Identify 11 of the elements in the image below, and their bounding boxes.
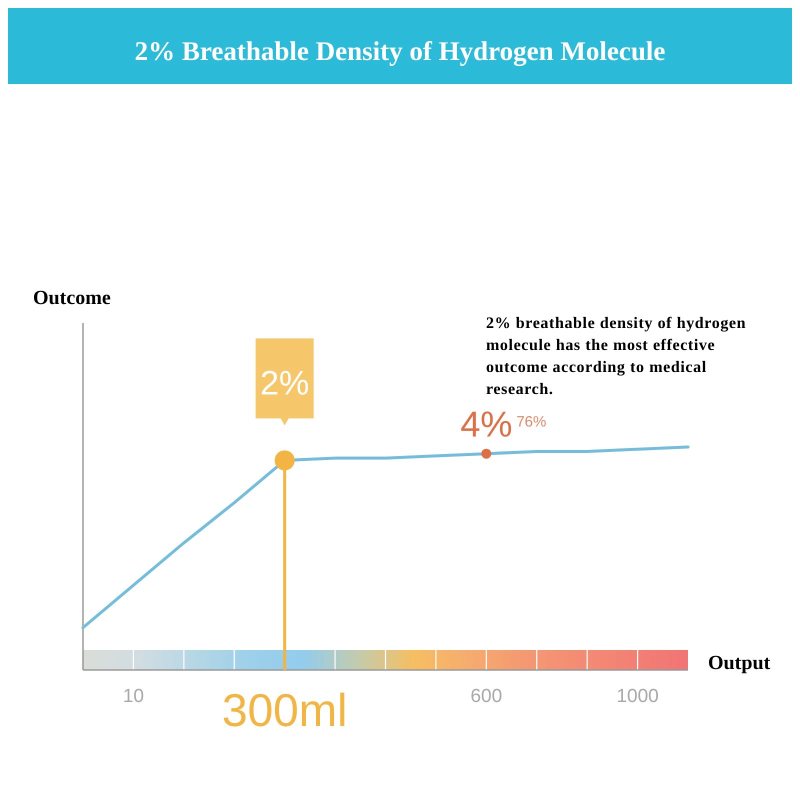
- annotation: 76%: [516, 414, 546, 431]
- x-axis-title: Output: [708, 652, 771, 674]
- x-tick-label: 10: [122, 686, 144, 707]
- text: 2% breathable density of hydrogen molecule has the most effective outcome according to medical research.: [486, 315, 746, 398]
- annotation: 4%: [460, 404, 512, 445]
- chart-title: 2% Breathable Density of Hydrogen Molecule: [134, 36, 666, 66]
- x-tick-label: 1000: [616, 686, 659, 707]
- x-tick-label: 300ml: [222, 684, 348, 736]
- x-tick-label: 600: [470, 686, 502, 707]
- text: Outcome: [33, 287, 111, 309]
- annotation: 2%: [260, 364, 310, 402]
